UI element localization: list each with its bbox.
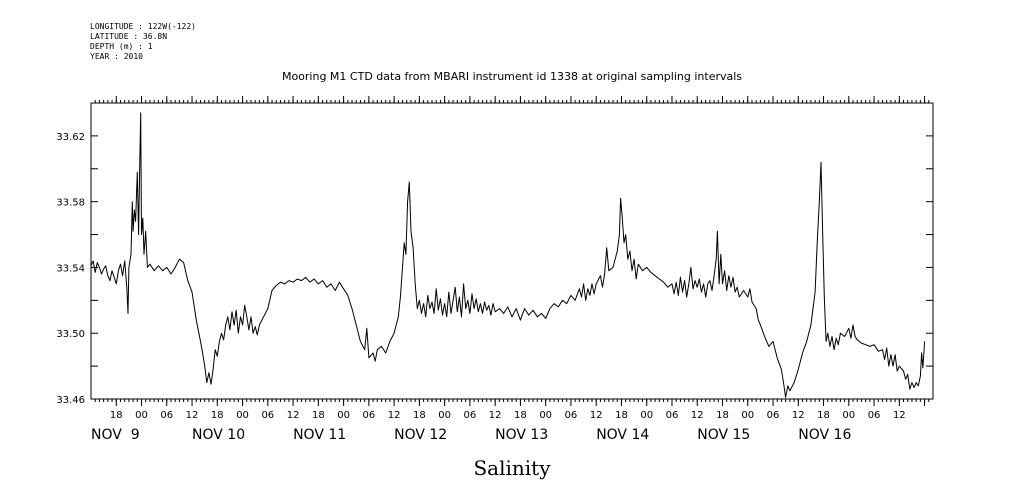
x-tick-label: 06 xyxy=(868,410,881,421)
y-tick-label: 33.62 xyxy=(56,132,85,143)
y-tick-label: 33.58 xyxy=(56,198,85,209)
x-tick-label: 06 xyxy=(767,410,780,421)
day-label: NOV 11 xyxy=(293,427,346,443)
x-tick-label: 18 xyxy=(413,410,426,421)
day-label: NOV 12 xyxy=(394,427,447,443)
meta-depth: DEPTH (m) : 1 xyxy=(90,42,153,51)
x-tick-label: 12 xyxy=(489,410,502,421)
x-tick-label: 06 xyxy=(565,410,578,421)
day-label: NOV 9 xyxy=(91,427,140,443)
meta-latitude: LATITUDE : 36.8N xyxy=(90,32,168,41)
y-tick-label: 33.46 xyxy=(56,395,85,406)
x-tick-label: 18 xyxy=(312,410,325,421)
x-tick-label: 12 xyxy=(792,410,805,421)
metadata-block: LONGITUDE : 122W(-122) LATITUDE : 36.8N … xyxy=(90,22,196,62)
x-axis-title: Salinity xyxy=(473,456,551,480)
x-tick-label: 18 xyxy=(817,410,830,421)
day-label: NOV 14 xyxy=(596,427,649,443)
y-tick-label: 33.50 xyxy=(56,329,85,340)
axis-labels: 18 00 06 12 18 00 06 12 18 00 06 12 18 00 06 12 18 00 06 12… xyxy=(56,132,905,443)
x-tick-label: 06 xyxy=(464,410,477,421)
day-label: NOV 10 xyxy=(192,427,245,443)
x-tick-label: 00 xyxy=(640,410,653,421)
salinity-series-line xyxy=(90,112,926,398)
day-label: NOV 16 xyxy=(798,427,851,443)
x-tick-label: 18 xyxy=(716,410,729,421)
x-tick-label: 00 xyxy=(337,410,350,421)
x-tick-label: 00 xyxy=(842,410,855,421)
x-tick-label: 12 xyxy=(893,410,906,421)
x-tick-label: 06 xyxy=(261,410,274,421)
x-tick-label: 06 xyxy=(160,410,173,421)
x-tick-label: 12 xyxy=(691,410,704,421)
tick-marks xyxy=(91,96,933,406)
x-tick-label: 00 xyxy=(539,410,552,421)
x-tick-label: 12 xyxy=(590,410,603,421)
x-tick-label: 18 xyxy=(615,410,628,421)
meta-longitude: LONGITUDE : 122W(-122) xyxy=(90,22,196,31)
x-tick-label: 06 xyxy=(666,410,679,421)
x-tick-label: 00 xyxy=(438,410,451,421)
chart-title: Mooring M1 CTD data from MBARI instrumen… xyxy=(282,70,742,83)
x-tick-label: 00 xyxy=(741,410,754,421)
x-tick-label: 18 xyxy=(514,410,527,421)
x-tick-label: 00 xyxy=(236,410,249,421)
day-label: NOV 13 xyxy=(495,427,548,443)
x-tick-label: 00 xyxy=(135,410,148,421)
x-tick-label: 12 xyxy=(287,410,300,421)
x-tick-label: 18 xyxy=(110,410,123,421)
meta-year: YEAR : 2010 xyxy=(90,52,143,61)
y-tick-label: 33.54 xyxy=(56,263,85,274)
x-tick-label: 18 xyxy=(211,410,224,421)
day-label: NOV 15 xyxy=(697,427,750,443)
x-tick-label: 06 xyxy=(362,410,375,421)
x-tick-label: 12 xyxy=(186,410,199,421)
x-tick-label: 12 xyxy=(388,410,401,421)
